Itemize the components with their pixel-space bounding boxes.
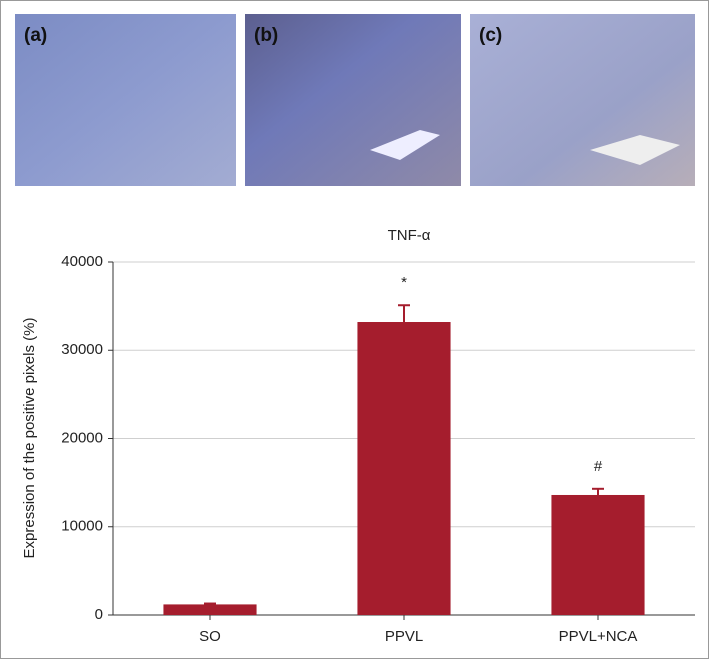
panel-label: (c) xyxy=(479,25,502,46)
chart-title: TNF-α xyxy=(388,227,431,244)
significance-marker: * xyxy=(401,274,407,291)
micrograph-detail xyxy=(370,130,440,160)
significance-marker: # xyxy=(594,458,603,475)
bar xyxy=(357,322,451,615)
y-axis-label: Expression of the positive pixels (%) xyxy=(21,318,38,559)
y-tick-label: 30000 xyxy=(61,341,103,358)
panel-label: (a) xyxy=(24,25,47,46)
x-tick-label: PPVL xyxy=(385,628,423,645)
x-tick-label: SO xyxy=(199,628,221,645)
y-tick-label: 20000 xyxy=(61,429,103,446)
micrograph-detail xyxy=(590,135,680,165)
micrograph xyxy=(15,14,236,186)
y-tick-label: 40000 xyxy=(61,253,103,270)
bar xyxy=(551,494,645,615)
x-tick-label: PPVL+NCA xyxy=(559,628,638,645)
micrograph xyxy=(470,14,695,186)
y-tick-label: 0 xyxy=(95,606,103,623)
panel-label: (b) xyxy=(254,25,278,46)
bar xyxy=(163,604,257,615)
micrograph xyxy=(245,14,461,186)
y-tick-label: 10000 xyxy=(61,518,103,535)
